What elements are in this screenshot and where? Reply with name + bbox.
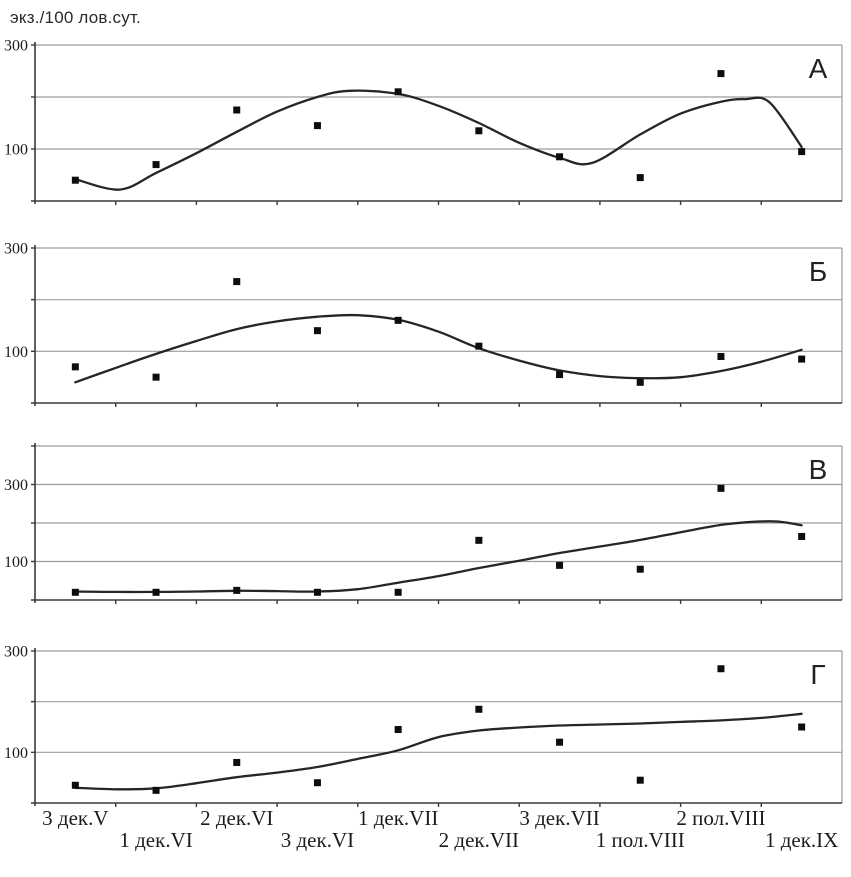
data-point [556, 153, 564, 161]
x-axis-label: 3 дек.VI [281, 828, 354, 852]
data-point [475, 342, 483, 350]
x-axis-label: 1 дек.VI [119, 828, 192, 852]
x-axis-label: 1 пол.VIII [596, 828, 685, 852]
y-axis-unit-label: экз./100 лов.сут. [10, 8, 141, 27]
x-axis-label: 2 дек.VII [439, 828, 519, 852]
data-point [475, 536, 483, 544]
trend-line [74, 520, 803, 594]
data-point [556, 561, 564, 569]
data-point [556, 738, 564, 746]
y-tick-label: 300 [4, 477, 28, 494]
data-point [717, 665, 725, 673]
data-point [394, 726, 402, 734]
y-tick-label: 100 [4, 554, 28, 571]
data-point [556, 371, 564, 379]
data-point [636, 565, 644, 573]
data-point [475, 705, 483, 713]
panel-letter: Б [809, 256, 827, 287]
data-point [152, 161, 160, 169]
data-point [71, 363, 79, 371]
data-point [233, 278, 241, 286]
data-point [636, 174, 644, 182]
x-axis-label: 2 пол.VIII [676, 806, 765, 830]
data-point [717, 353, 725, 360]
data-point [233, 586, 241, 594]
y-tick-label: 100 [4, 344, 28, 361]
data-point [233, 758, 241, 766]
data-point [152, 588, 160, 596]
trend-line [74, 712, 803, 791]
data-point [798, 532, 806, 540]
data-point [71, 176, 79, 184]
trend-line [74, 89, 803, 191]
data-point [152, 786, 160, 794]
data-point [798, 355, 806, 363]
x-axis-label: 2 дек.VI [200, 806, 273, 830]
y-tick-label: 300 [4, 38, 28, 55]
x-axis-label: 3 дек.VII [519, 806, 599, 830]
data-point [636, 776, 644, 784]
y-tick-label: 300 [4, 644, 28, 661]
data-point [152, 373, 160, 381]
y-tick-label: 300 [4, 241, 28, 258]
panel-letter: В [809, 454, 828, 485]
data-point [798, 723, 806, 731]
data-point [394, 588, 402, 596]
data-point [475, 127, 483, 135]
panel-letter: Г [810, 659, 825, 690]
data-point [233, 106, 241, 114]
data-point [717, 70, 725, 78]
x-axis-label: 1 дек.IX [765, 828, 838, 852]
trend-line [74, 313, 803, 384]
x-axis-label: 3 дек.V [42, 806, 108, 830]
y-tick-label: 100 [4, 745, 28, 762]
data-point [636, 378, 644, 386]
panel-letter: А [809, 53, 828, 84]
data-point [798, 148, 806, 156]
data-point [71, 781, 79, 789]
data-point [313, 122, 321, 130]
data-point [394, 88, 402, 96]
data-point [313, 588, 321, 596]
data-point [717, 484, 725, 492]
y-tick-label: 100 [4, 142, 28, 159]
data-point [394, 316, 402, 324]
x-axis-label: 1 дек.VII [358, 806, 438, 830]
data-point [313, 327, 321, 335]
data-point [71, 588, 79, 596]
data-point [313, 779, 321, 787]
